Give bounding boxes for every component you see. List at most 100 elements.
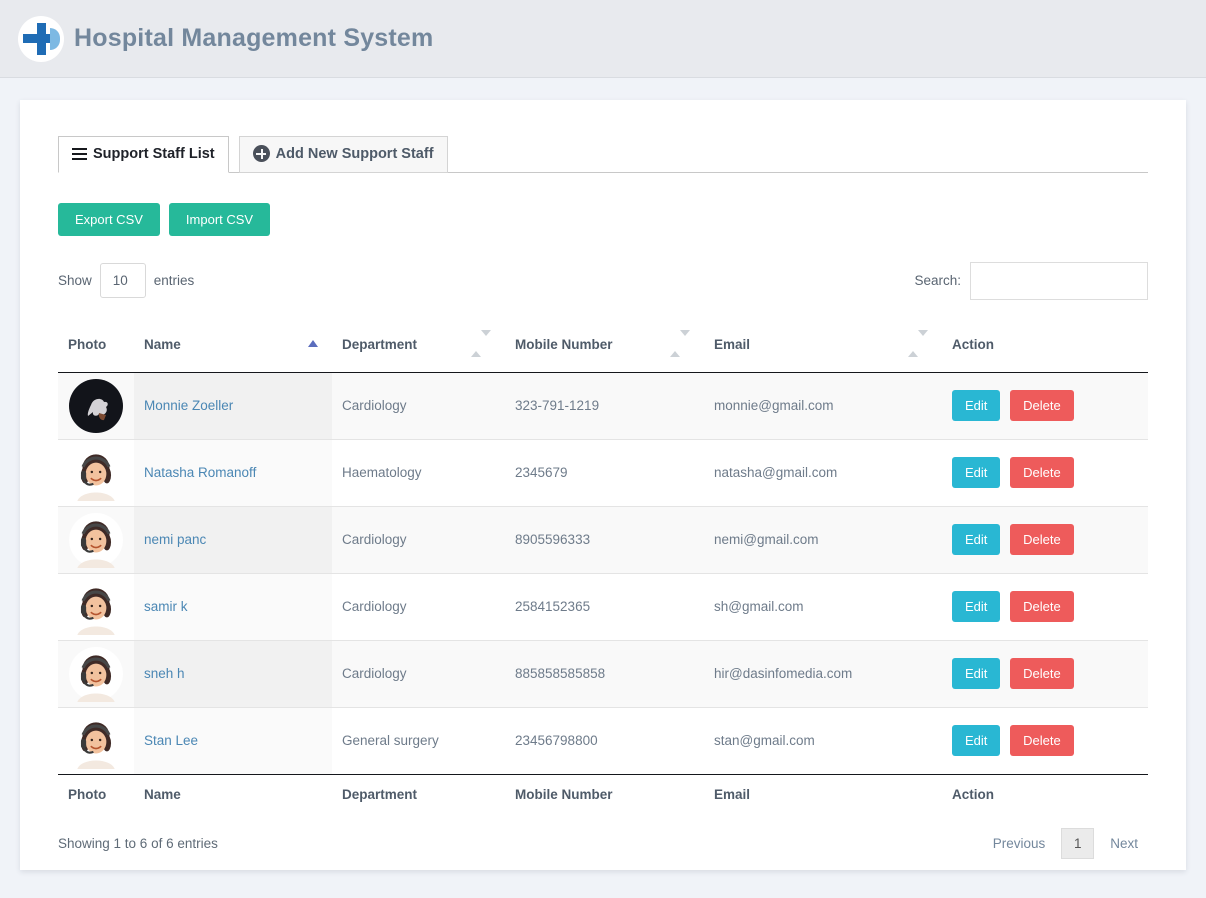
department-cell: Haematology (342, 465, 422, 480)
staff-name-link[interactable]: nemi panc (144, 532, 207, 547)
name-cell: nemi panc (134, 506, 332, 573)
photo-cell (58, 573, 134, 640)
footer-header-department: Department (332, 773, 505, 814)
table-row: Stan Lee General surgery 23456798800 sta… (58, 707, 1148, 774)
app-title: Hospital Management System (74, 24, 434, 52)
footer-header-photo: Photo (58, 773, 134, 814)
column-header-action[interactable]: Action (942, 319, 1148, 373)
edit-button[interactable]: Edit (952, 658, 1001, 689)
delete-button[interactable]: Delete (1010, 390, 1074, 421)
email-cell: nemi@gmail.com (714, 532, 819, 547)
mobile-cell: 23456798800 (515, 733, 598, 748)
edit-button[interactable]: Edit (952, 390, 1001, 421)
content-card: Support Staff List Add New Support Staff… (20, 100, 1186, 870)
column-header-department[interactable]: Department (332, 319, 505, 373)
entries-count-input[interactable] (99, 263, 146, 298)
footer-header-mobile: Mobile Number (505, 773, 704, 814)
photo-cell (58, 707, 134, 774)
search-control: Search: (914, 261, 1148, 300)
menu-icon (72, 145, 87, 163)
photo-cell (58, 372, 134, 439)
mobile-cell: 323-791-1219 (515, 398, 600, 413)
import-csv-button[interactable]: Import CSV (168, 202, 271, 236)
csv-toolbar: Export CSV Import CSV (58, 202, 1148, 236)
delete-button[interactable]: Delete (1010, 524, 1074, 555)
staff-photo-support-agent (69, 579, 123, 635)
length-suffix-label: entries (153, 273, 195, 288)
tab-label: Support Staff List (93, 145, 215, 162)
name-cell: sneh h (134, 640, 332, 707)
mobile-cell: 2345679 (515, 465, 568, 480)
staff-name-link[interactable]: sneh h (144, 666, 185, 681)
footer-header-name: Name (134, 773, 332, 814)
edit-button[interactable]: Edit (952, 524, 1001, 555)
pagination-page-1-button[interactable]: 1 (1061, 827, 1095, 859)
action-cell: Edit Delete (942, 640, 1148, 707)
table-footer-row: Photo Name Department Mobile Number Emai… (58, 773, 1148, 814)
staff-photo-dark-eagle (69, 378, 123, 433)
medical-cross-icon (18, 15, 64, 62)
export-csv-button[interactable]: Export CSV (58, 202, 160, 236)
length-prefix-label: Show (58, 273, 92, 288)
table-info-bar: Showing 1 to 6 of 6 entries Previous 1 N… (58, 827, 1148, 859)
sort-asc-icon (308, 339, 318, 347)
mobile-cell: 885858585858 (515, 666, 606, 681)
name-cell: Natasha Romanoff (134, 439, 332, 506)
photo-cell (58, 506, 134, 573)
table-row: Natasha Romanoff Haematology 2345679 nat… (58, 439, 1148, 506)
tab-add-new-support-staff[interactable]: Add New Support Staff (238, 136, 448, 173)
action-cell: Edit Delete (942, 573, 1148, 640)
edit-button[interactable]: Edit (952, 457, 1001, 488)
showing-entries-info: Showing 1 to 6 of 6 entries (58, 835, 218, 851)
staff-photo-support-agent (69, 646, 123, 702)
table-row: sneh h Cardiology 885858585858 hir@dasin… (58, 640, 1148, 707)
delete-button[interactable]: Delete (1010, 725, 1074, 756)
staff-photo-support-agent (69, 512, 123, 568)
footer-header-email: Email (704, 773, 942, 814)
action-cell: Edit Delete (942, 439, 1148, 506)
name-cell: Stan Lee (134, 707, 332, 774)
tab-support-staff-list[interactable]: Support Staff List (58, 136, 229, 173)
search-input[interactable] (970, 261, 1148, 300)
delete-button[interactable]: Delete (1010, 658, 1074, 689)
table-row: Monnie Zoeller Cardiology 323-791-1219 m… (58, 372, 1148, 439)
delete-button[interactable]: Delete (1010, 457, 1074, 488)
footer-header-action: Action (942, 773, 1148, 814)
staff-name-link[interactable]: Natasha Romanoff (144, 465, 257, 480)
plus-circle-icon (252, 145, 270, 163)
sort-both-icon (471, 329, 491, 357)
table-controls: Show entries Search: (58, 261, 1148, 300)
action-cell: Edit Delete (942, 372, 1148, 439)
email-cell: natasha@gmail.com (714, 465, 838, 480)
app-header: Hospital Management System (0, 0, 1206, 78)
column-header-mobile[interactable]: Mobile Number (505, 319, 704, 373)
delete-button[interactable]: Delete (1010, 591, 1074, 622)
column-header-photo[interactable]: Photo (58, 319, 134, 373)
action-cell: Edit Delete (942, 707, 1148, 774)
department-cell: Cardiology (342, 532, 407, 547)
table-header-row: Photo Name Department Mobile Number Emai… (58, 319, 1148, 373)
pagination-next-button[interactable]: Next (1110, 835, 1138, 851)
table-row: samir k Cardiology 2584152365 sh@gmail.c… (58, 573, 1148, 640)
staff-name-link[interactable]: Stan Lee (144, 733, 199, 748)
tab-bar: Support Staff List Add New Support Staff (58, 136, 1148, 173)
search-label: Search: (914, 273, 961, 288)
column-header-email[interactable]: Email (704, 319, 942, 373)
action-cell: Edit Delete (942, 506, 1148, 573)
name-cell: Monnie Zoeller (134, 372, 332, 439)
mobile-cell: 8905596333 (515, 532, 591, 547)
email-cell: stan@gmail.com (714, 733, 815, 748)
column-header-name[interactable]: Name (134, 319, 332, 373)
staff-name-link[interactable]: Monnie Zoeller (144, 398, 234, 413)
staff-name-link[interactable]: samir k (144, 599, 188, 614)
staff-photo-support-agent (69, 445, 123, 501)
edit-button[interactable]: Edit (952, 725, 1001, 756)
staff-photo-support-agent (69, 713, 123, 769)
tab-label: Add New Support Staff (275, 145, 434, 162)
department-cell: Cardiology (342, 599, 407, 614)
edit-button[interactable]: Edit (952, 591, 1001, 622)
table-row: nemi panc Cardiology 8905596333 nemi@gma… (58, 506, 1148, 573)
pagination-previous-button[interactable]: Previous (992, 835, 1046, 851)
department-cell: General surgery (342, 733, 439, 748)
length-control: Show entries (58, 263, 194, 298)
